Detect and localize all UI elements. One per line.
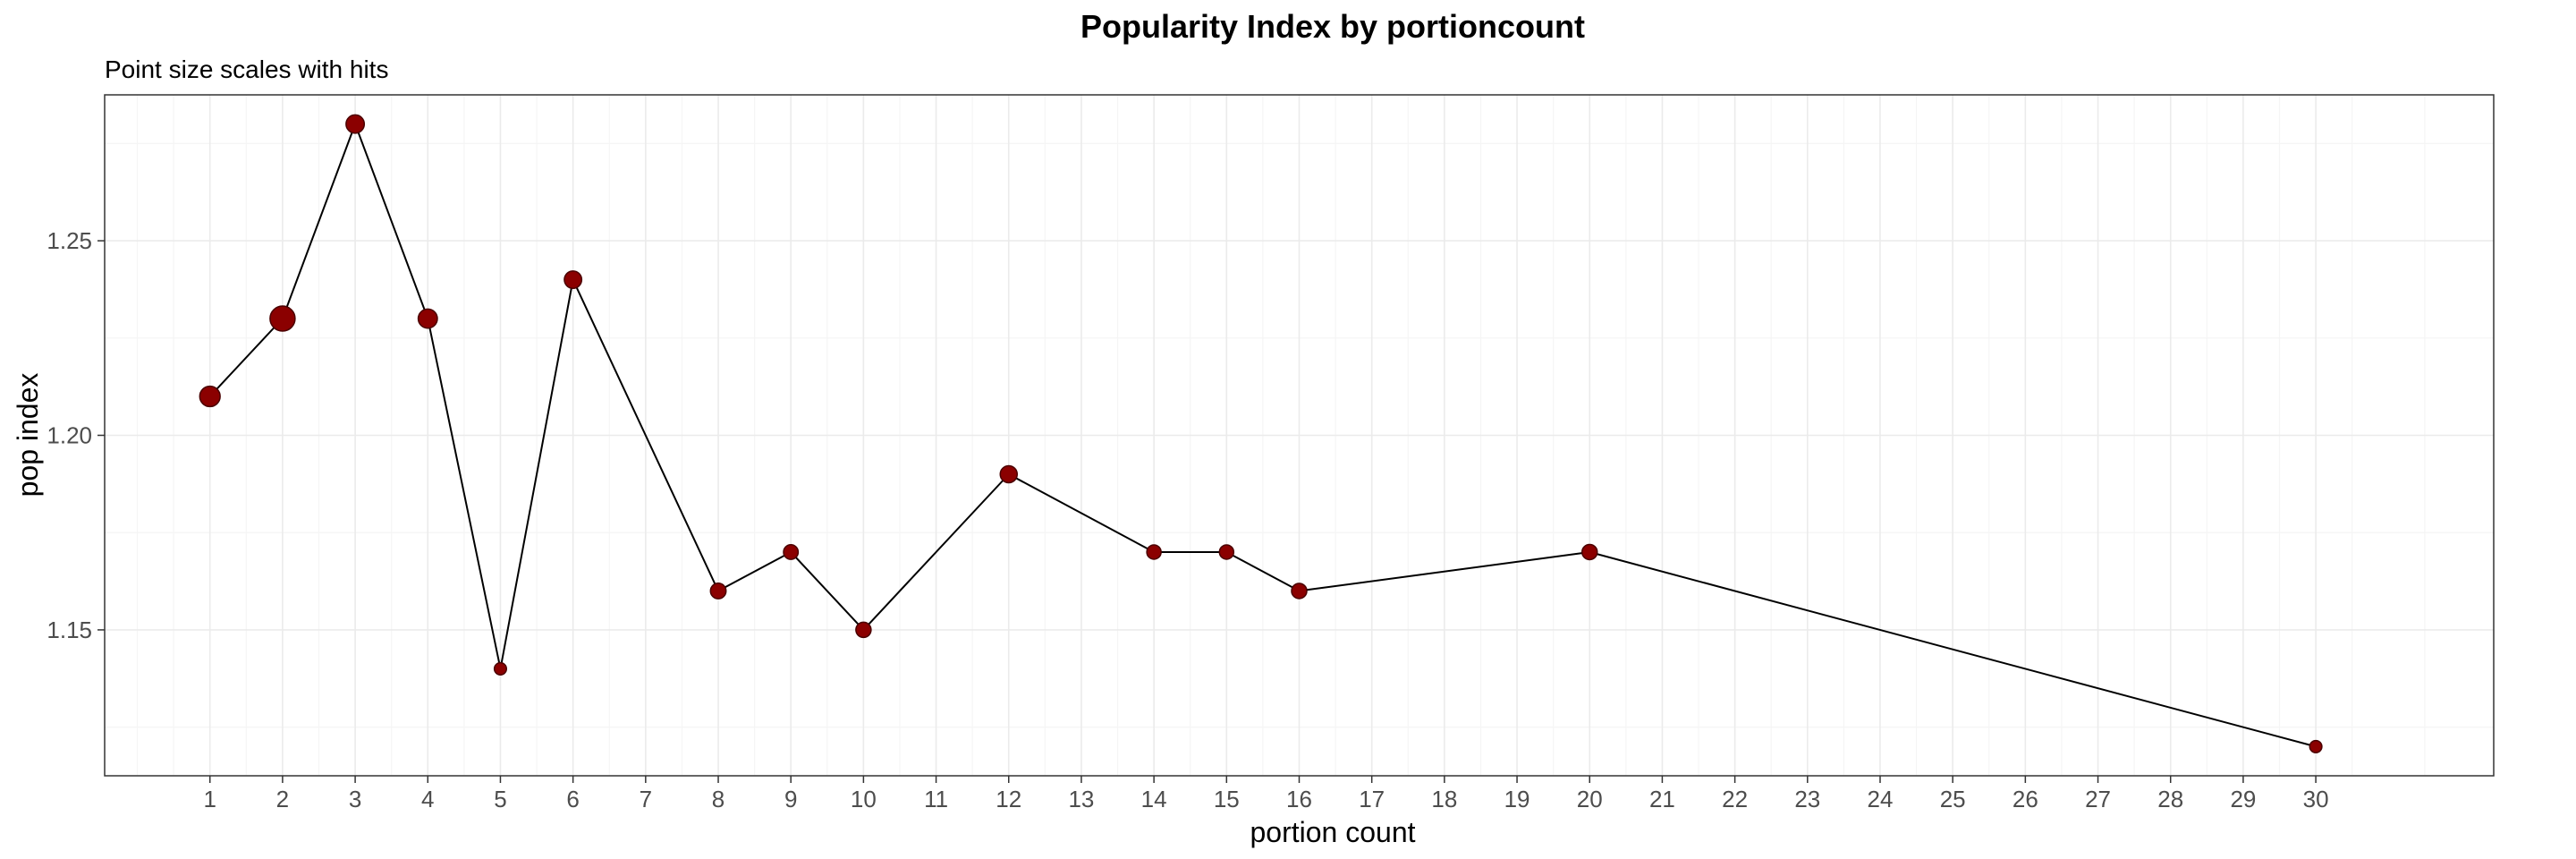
y-axis-title: pop index bbox=[12, 373, 44, 498]
data-point bbox=[269, 305, 296, 332]
x-axis-ticks: 1 2 3 4 5 6 7 8 9 10 11 12 13 14 15 16 17 18 19 20 21 22 23 24 2… bbox=[203, 776, 2329, 812]
x-tick-label: 1 bbox=[203, 786, 216, 812]
x-tick-label: 22 bbox=[1722, 786, 1748, 812]
x-tick-label: 4 bbox=[421, 786, 434, 812]
y-tick-label: 1.15 bbox=[47, 617, 92, 643]
data-point bbox=[2309, 739, 2323, 753]
x-tick-label: 9 bbox=[784, 786, 797, 812]
x-tick-label: 16 bbox=[1286, 786, 1312, 812]
x-tick-label: 2 bbox=[276, 786, 289, 812]
series-points-group bbox=[199, 114, 2323, 753]
x-tick-label: 14 bbox=[1141, 786, 1167, 812]
data-point bbox=[199, 385, 221, 408]
x-tick-label: 8 bbox=[712, 786, 724, 812]
x-tick-label: 6 bbox=[566, 786, 579, 812]
x-tick-label: 5 bbox=[494, 786, 506, 812]
data-point bbox=[783, 544, 800, 560]
x-tick-label: 10 bbox=[851, 786, 877, 812]
x-tick-label: 23 bbox=[1794, 786, 1820, 812]
x-tick-label: 3 bbox=[349, 786, 361, 812]
y-tick-label: 1.25 bbox=[47, 227, 92, 254]
data-point bbox=[999, 464, 1019, 484]
x-tick-label: 19 bbox=[1504, 786, 1530, 812]
x-tick-label: 29 bbox=[2230, 786, 2256, 812]
x-tick-label: 15 bbox=[1214, 786, 1240, 812]
data-point bbox=[1218, 544, 1235, 560]
data-point bbox=[1580, 543, 1598, 561]
x-tick-label: 28 bbox=[2157, 786, 2183, 812]
x-tick-label: 21 bbox=[1649, 786, 1675, 812]
chart-subtitle: Point size scales with hits bbox=[105, 55, 388, 83]
data-point bbox=[417, 308, 438, 329]
chart-title: Popularity Index by portioncount bbox=[1080, 8, 1585, 45]
data-point bbox=[493, 661, 508, 676]
data-point bbox=[345, 114, 366, 134]
x-tick-label: 30 bbox=[2303, 786, 2329, 812]
y-axis-ticks: 1.15 1.20 1.25 bbox=[47, 227, 105, 643]
data-point bbox=[709, 582, 727, 600]
y-tick-label: 1.20 bbox=[47, 422, 92, 449]
x-tick-label: 25 bbox=[1940, 786, 1966, 812]
data-point bbox=[564, 270, 583, 290]
x-tick-label: 12 bbox=[996, 786, 1021, 812]
x-tick-label: 26 bbox=[2012, 786, 2038, 812]
x-tick-label: 20 bbox=[1577, 786, 1603, 812]
x-tick-label: 13 bbox=[1068, 786, 1094, 812]
x-tick-label: 7 bbox=[640, 786, 652, 812]
x-axis-title: portion count bbox=[1250, 816, 1415, 848]
x-tick-label: 17 bbox=[1359, 786, 1385, 812]
x-tick-label: 11 bbox=[924, 786, 948, 812]
grid-lines bbox=[105, 95, 2494, 776]
data-point bbox=[1291, 583, 1308, 600]
data-point bbox=[855, 621, 872, 639]
x-tick-label: 18 bbox=[1431, 786, 1457, 812]
x-tick-label: 27 bbox=[2085, 786, 2111, 812]
x-tick-label: 24 bbox=[1868, 786, 1894, 812]
data-point bbox=[1146, 544, 1162, 560]
